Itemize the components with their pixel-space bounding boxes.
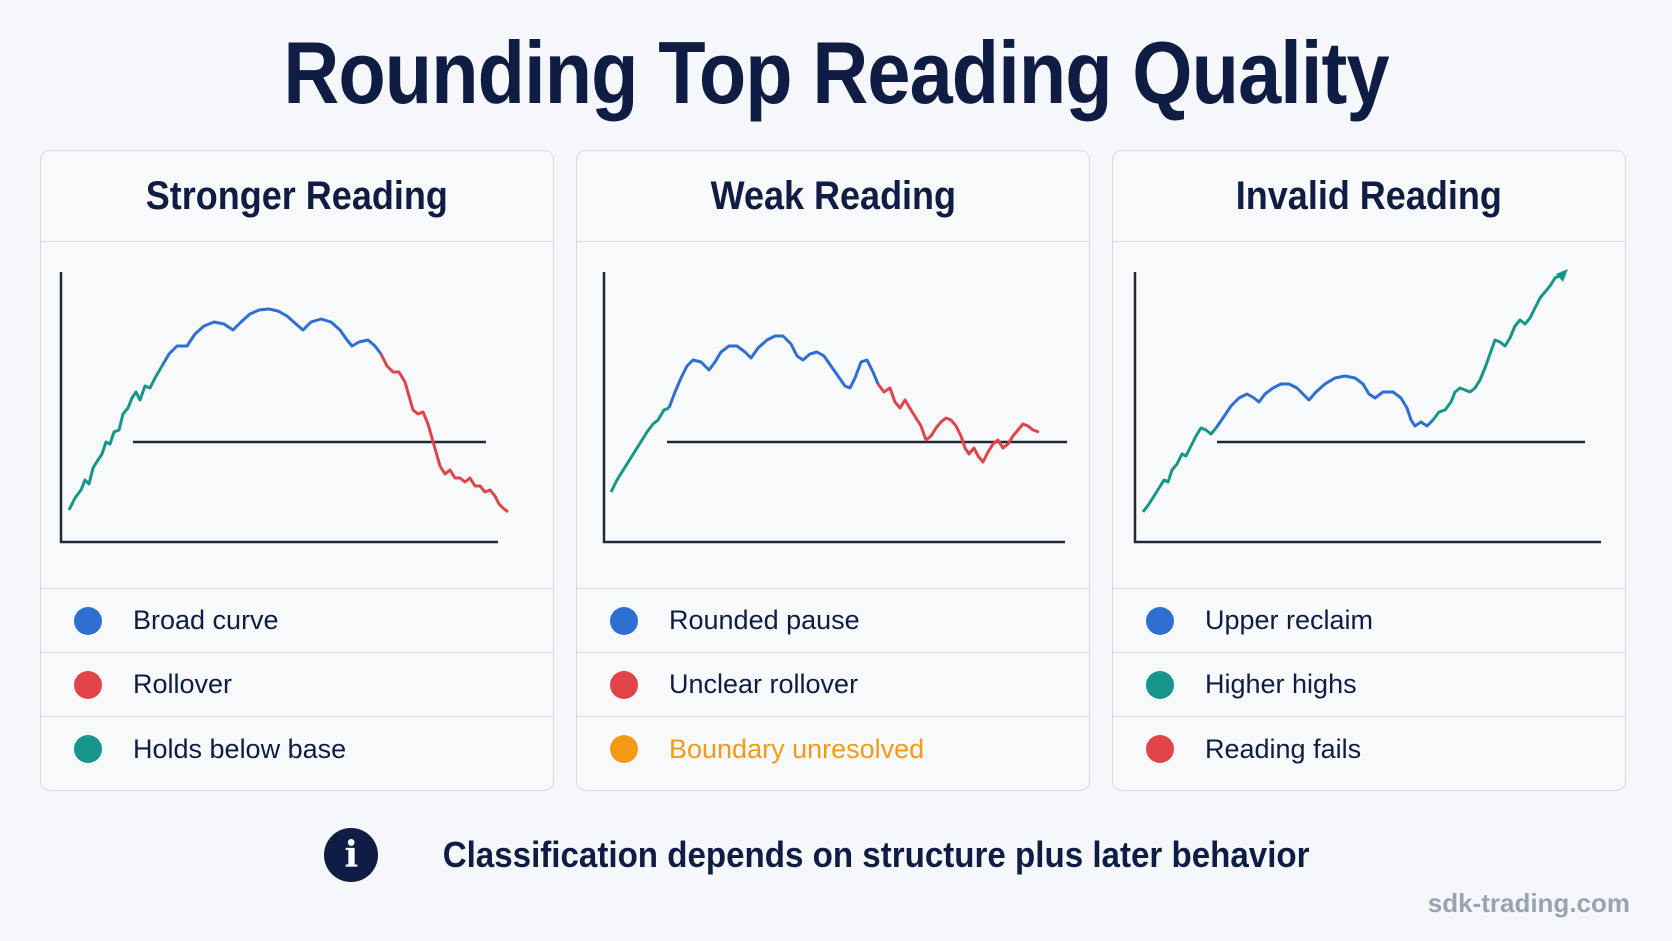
chart-axes [59, 272, 498, 544]
legend-label: Rollover [133, 669, 233, 699]
legend-label: Reading fails [1205, 733, 1362, 764]
legend-row: Rollover [41, 653, 553, 717]
chart-area [1113, 242, 1625, 589]
teal-dot-icon [74, 735, 102, 763]
red-dot-icon [610, 670, 638, 699]
chart-area [41, 242, 553, 589]
legend-row: Rounded pause [577, 589, 1089, 653]
stronger-reading-chart [59, 272, 509, 544]
panel-stronger-reading: Stronger Reading Broad curve Rollover Ho… [40, 150, 554, 791]
panel-header: Stronger Reading [41, 151, 553, 242]
footer-note: i Classification depends on structure pl… [0, 828, 1672, 882]
legend-row: Broad curve [41, 589, 553, 653]
legend-row: Unclear rollover [577, 653, 1089, 717]
page-title: Rounding Top Reading Quality [283, 23, 1389, 122]
watermark: sdk-trading.com [1427, 888, 1630, 918]
panel-title: Stronger Reading [145, 173, 449, 218]
info-icon: i [324, 828, 379, 882]
price-line-curve [1214, 374, 1435, 429]
legend-label: Rounded pause [669, 605, 860, 635]
price-line-rollover [379, 353, 509, 514]
panel-title: Invalid Reading [1235, 173, 1503, 218]
panel-header: Weak Reading [577, 151, 1089, 242]
legend-label: Upper reclaim [1205, 605, 1374, 635]
teal-dot-icon [1146, 670, 1174, 699]
arrowhead-icon [1556, 269, 1568, 282]
price-line-curve [160, 307, 383, 367]
legend-label: Broad curve [133, 605, 279, 635]
blue-dot-icon [1146, 606, 1174, 635]
legend-label: Boundary unresolved [669, 733, 925, 764]
weak-reading-chart [602, 272, 1067, 544]
legend-row: Holds below base [41, 717, 553, 781]
panel-header: Invalid Reading [1113, 151, 1625, 242]
legend-row: Reading fails [1113, 717, 1625, 781]
chart-area [577, 242, 1089, 589]
legend-label: Higher highs [1205, 669, 1357, 699]
legend-row: Boundary unresolved [577, 717, 1089, 781]
panel-title: Weak Reading [710, 173, 956, 218]
price-line-rise [1141, 426, 1218, 513]
blue-dot-icon [74, 606, 102, 635]
price-line-curve [667, 334, 880, 409]
orange-dot-icon [610, 735, 638, 763]
chart-axes [602, 272, 1065, 544]
invalid-reading-chart [1133, 269, 1601, 544]
red-dot-icon [74, 670, 102, 699]
chart-axes [1133, 272, 1601, 544]
panel-invalid-reading: Invalid Reading Upper reclaim Higher hig… [1112, 150, 1626, 791]
footer-text: Classification depends on structure plus… [443, 834, 1310, 875]
panel-weak-reading: Weak Reading Rounded pause Unclear rollo… [576, 150, 1090, 791]
price-line-higher-highs [1431, 274, 1560, 421]
price-line-unclear [876, 383, 1040, 464]
red-dot-icon [1146, 735, 1174, 763]
legend-row: Higher highs [1113, 653, 1625, 717]
legend-label: Unclear rollover [669, 669, 859, 699]
legend-label: Holds below base [133, 733, 347, 764]
price-line-rise [609, 406, 670, 493]
legend-row: Upper reclaim [1113, 589, 1625, 653]
blue-dot-icon [610, 606, 638, 635]
price-line-rise [67, 365, 164, 511]
